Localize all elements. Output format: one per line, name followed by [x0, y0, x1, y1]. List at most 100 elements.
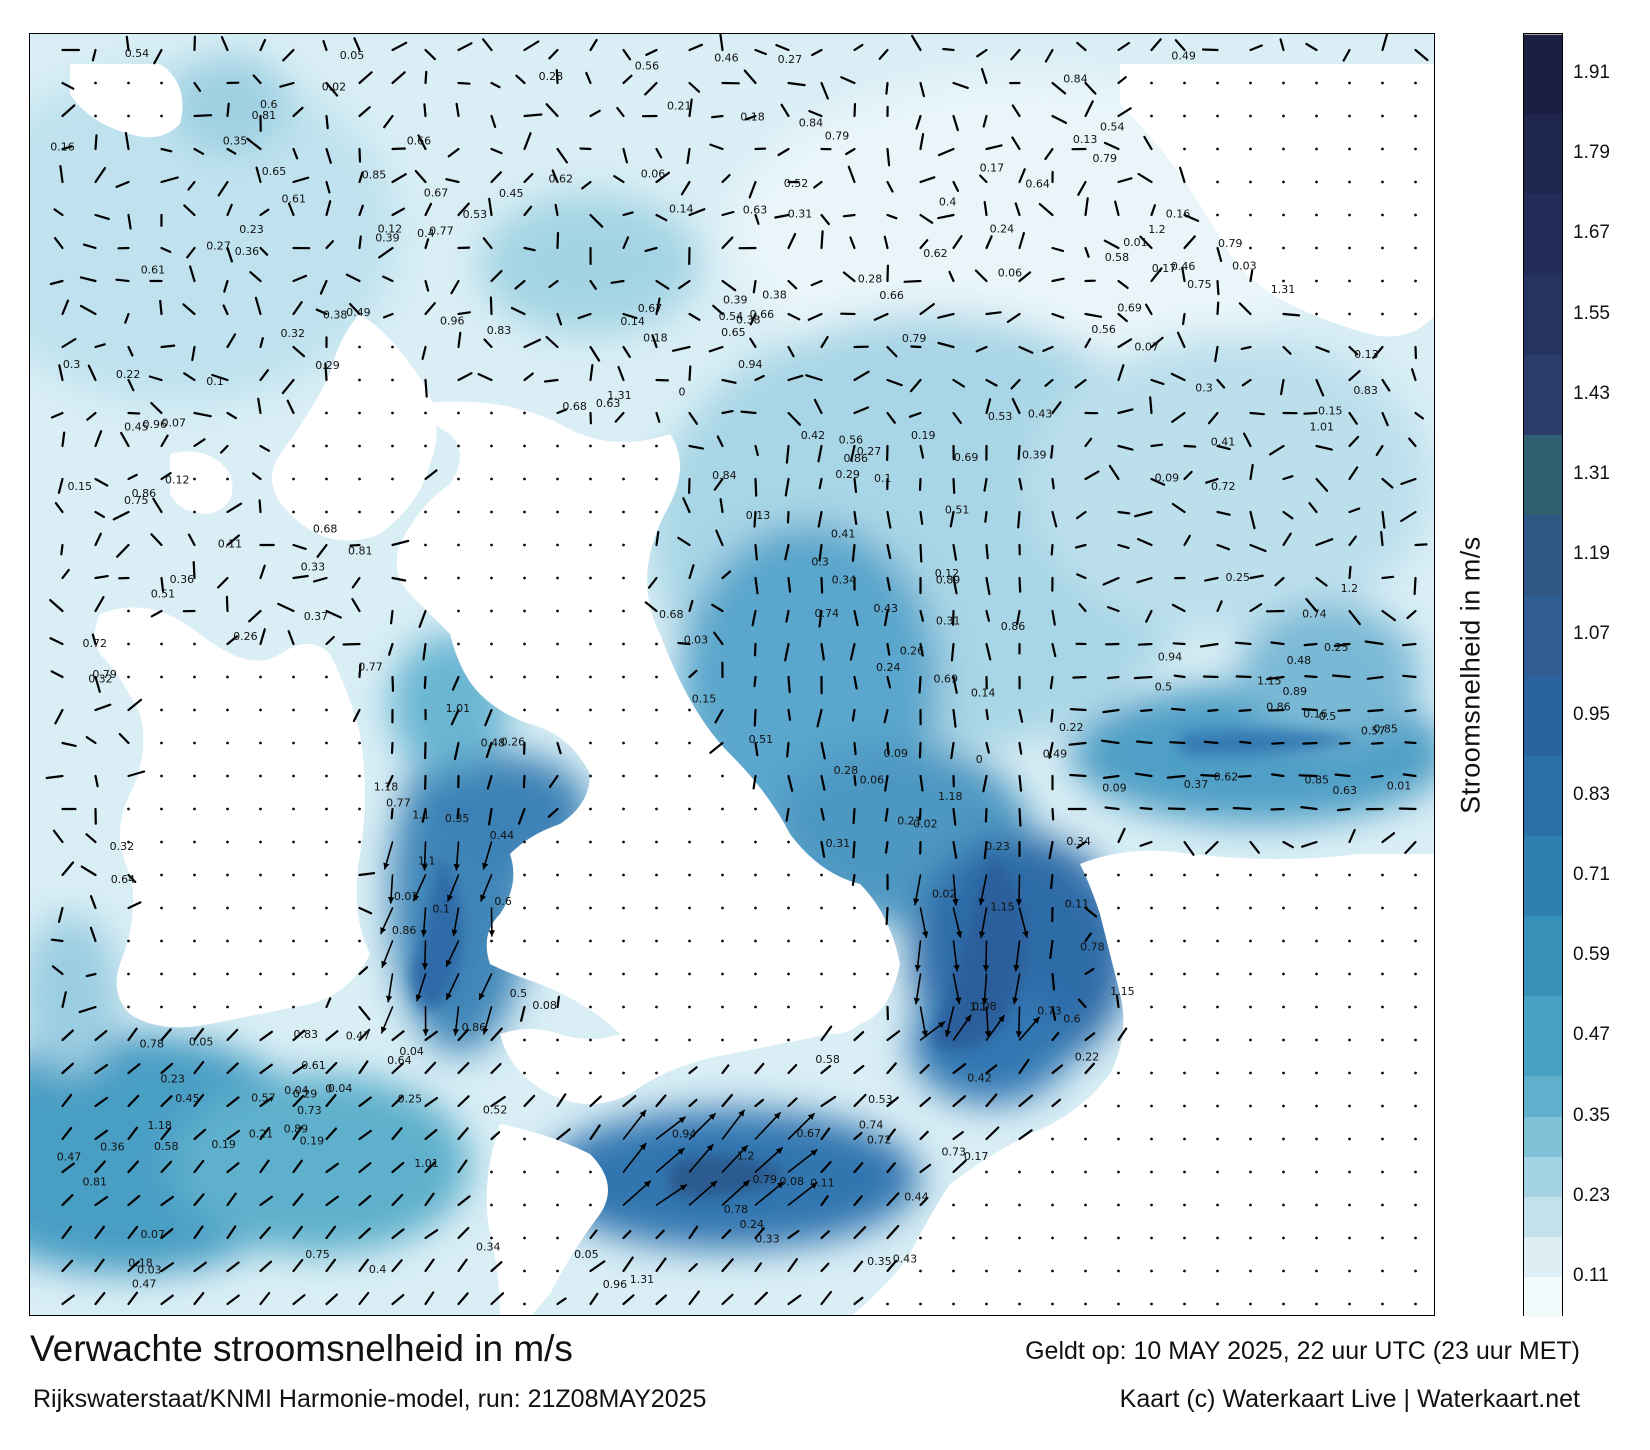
current-arrow: [845, 147, 856, 156]
grid-dot: [1315, 1302, 1318, 1306]
grid-dot: [721, 1005, 724, 1009]
current-arrow: [1274, 576, 1285, 587]
current-arrow: [292, 574, 309, 580]
current-arrow: [886, 378, 903, 387]
grid-dot: [292, 807, 295, 811]
current-arrow: [259, 208, 270, 217]
current-arrow: [589, 345, 601, 362]
grid-dot: [1381, 972, 1384, 976]
current-arrow: [249, 271, 262, 283]
grid-dot: [1051, 1302, 1054, 1306]
current-arrow: [754, 1112, 781, 1140]
current-arrow: [61, 1294, 75, 1306]
current-arrow: [51, 965, 64, 976]
current-arrow: [787, 232, 797, 250]
map-title: Verwachte stroomsnelheid in m/s: [30, 1328, 573, 1369]
grid-dot: [1117, 1302, 1120, 1306]
current-value-label: 0.1: [874, 472, 892, 485]
grid-dot: [622, 774, 625, 778]
current-arrow: [847, 165, 856, 184]
current-arrow: [490, 1131, 501, 1141]
grid-dot: [1282, 1104, 1285, 1108]
current-arrow: [61, 1029, 75, 1042]
colorbar-band: [1524, 1236, 1562, 1277]
grid-dot: [1249, 1137, 1252, 1141]
current-arrow: [842, 271, 856, 283]
grid-dot: [787, 1038, 790, 1042]
grid-dot: [820, 1005, 823, 1009]
current-arrow: [1051, 277, 1065, 283]
current-value-label: 0.65: [721, 326, 746, 339]
current-arrow: [1018, 1094, 1034, 1108]
current-arrow: [1139, 840, 1153, 847]
current-value-label: 0.16: [1166, 208, 1191, 221]
grid-dot: [985, 1170, 988, 1174]
grid-dot: [1348, 1269, 1351, 1273]
current-arrow: [1249, 510, 1256, 530]
grid-dot: [259, 774, 262, 778]
current-arrow: [556, 1093, 567, 1108]
current-arrow: [786, 510, 790, 524]
current-value-label: 0.81: [83, 1176, 108, 1189]
grid-dot: [622, 543, 625, 547]
current-arrow: [523, 172, 534, 184]
grid-dot: [1183, 1071, 1186, 1075]
current-arrow: [1300, 840, 1318, 848]
current-arrow: [186, 246, 196, 259]
current-arrow: [1282, 840, 1295, 849]
current-value-label: 0.12: [378, 223, 403, 236]
current-value-label: 0.29: [293, 1087, 318, 1100]
current-arrow: [160, 344, 176, 349]
current-arrow: [820, 576, 824, 594]
current-arrow: [655, 297, 661, 316]
current-arrow: [1048, 741, 1054, 759]
grid-dot: [523, 576, 526, 580]
grid-dot: [1315, 312, 1318, 316]
current-arrow: [984, 510, 988, 523]
current-arrow: [1183, 235, 1196, 250]
current-value-label: 0.01: [1123, 236, 1148, 249]
current-arrow: [853, 741, 857, 756]
grid-dot: [1348, 1203, 1351, 1207]
current-arrow: [622, 1294, 635, 1306]
current-value-label: 1.01: [414, 1157, 439, 1170]
current-arrow: [617, 365, 625, 382]
current-arrow: [950, 642, 955, 662]
grid-dot: [457, 543, 460, 547]
grid-dot: [1315, 180, 1318, 184]
grid-dot: [193, 774, 196, 778]
current-arrow: [1216, 301, 1220, 316]
current-arrow: [61, 1126, 73, 1141]
current-arrow: [754, 576, 759, 595]
current-arrow: [622, 1142, 647, 1173]
current-arrow: [54, 502, 64, 514]
current-value-label: 0.07: [162, 417, 187, 430]
current-value-label: 0.64: [387, 1054, 412, 1067]
grid-dot: [787, 939, 790, 943]
grid-dot: [325, 807, 328, 811]
current-arrow: [622, 211, 634, 217]
current-arrow: [805, 374, 823, 382]
grid-dot: [391, 444, 394, 448]
current-arrow: [919, 239, 929, 250]
current-value-label: 0.72: [83, 637, 108, 650]
current-arrow: [482, 841, 493, 870]
current-arrow: [120, 431, 130, 448]
current-arrow: [688, 1225, 699, 1240]
current-arrow: [292, 1029, 306, 1042]
grid-dot: [193, 477, 196, 481]
current-arrow: [556, 1297, 567, 1306]
current-arrow: [785, 807, 790, 822]
current-value-label: 0.27: [857, 445, 882, 458]
current-value-label: 0.77: [386, 797, 411, 810]
grid-dot: [193, 708, 196, 712]
current-arrow: [94, 1129, 109, 1141]
grid-dot: [589, 774, 592, 778]
grid-dot: [589, 576, 592, 580]
current-arrow: [1336, 807, 1351, 812]
current-arrow: [1134, 510, 1153, 518]
grid-dot: [1183, 873, 1186, 877]
current-arrow: [1069, 707, 1087, 712]
grid-dot: [325, 444, 328, 448]
grid-dot: [193, 807, 196, 811]
